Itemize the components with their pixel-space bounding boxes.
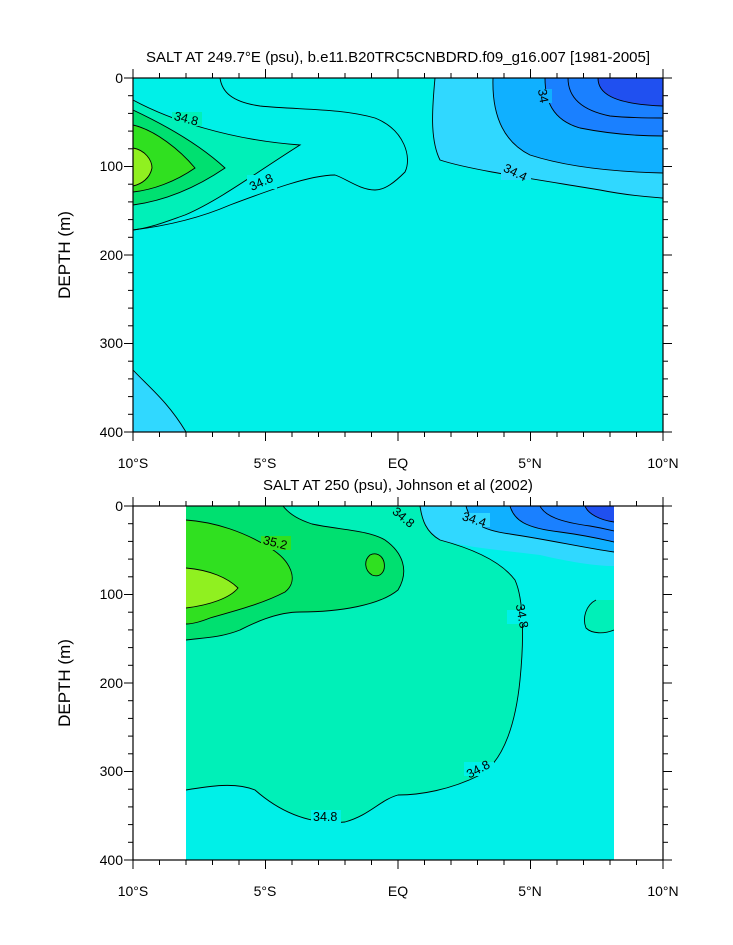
x-tick-label: 10°N [647, 883, 678, 899]
contour-line [509, 506, 614, 543]
y-tick-label: 100 [100, 158, 124, 174]
x-tick-label: 5°S [254, 455, 277, 471]
contour-label: 34.8 [313, 810, 337, 824]
fill-35.4-35.6-sw [133, 148, 152, 186]
contour-line [186, 567, 239, 609]
x-tick-label: 5°N [518, 883, 542, 899]
contour-label: 34.8 [513, 603, 531, 629]
panel-2-contour-labels: 34.8 34.4 35.2 34.8 34.8 34.8 [261, 504, 537, 824]
contour-line [597, 78, 663, 107]
y-tick-label: 0 [115, 498, 123, 514]
panel-2-x-ticks [132, 497, 664, 869]
panel-1-x-ticks [132, 69, 664, 441]
contour-line [133, 78, 408, 231]
contour-line [539, 506, 614, 532]
panel-1-title: SALT AT 249.7°E (psu), b.e11.B20TRC5CNBD… [146, 49, 650, 66]
fill-35.4-35.6 [186, 568, 238, 608]
contour-label: 35.2 [262, 533, 289, 552]
y-tick-label: 200 [100, 247, 124, 263]
panel-2-contour-lines [186, 506, 614, 823]
contour-line [133, 147, 153, 187]
fill-34.8-35.0-pocket [584, 600, 614, 633]
x-tick-label: EQ [388, 883, 408, 899]
fill-lt-34-ne [585, 506, 614, 522]
panel-2-ylabel: DEPTH (m) [55, 639, 74, 727]
y-tick-label: 300 [100, 763, 124, 779]
panel-1-ylabel: DEPTH (m) [55, 211, 74, 299]
panel-1-x-tick-labels: 10°S 5°S EQ 5°N 10°N [118, 455, 679, 471]
y-tick-label: 300 [100, 335, 124, 351]
panel-2-contour-fills [186, 506, 614, 860]
panel-1-y-ticks [124, 77, 672, 433]
contour-line [186, 506, 405, 641]
fill-35.2-35.4-blob [365, 553, 385, 576]
panel-1-contour-labels: 34.8 34.8 34 34.4 [172, 88, 552, 194]
x-tick-label: EQ [388, 455, 408, 471]
y-tick-label: 200 [100, 675, 124, 691]
x-tick-label: 10°S [118, 455, 149, 471]
fill-34.0-34.2-ne [510, 506, 614, 542]
x-tick-label: 10°S [118, 883, 149, 899]
contour-line [133, 369, 187, 432]
fill-lt-34-ne [598, 78, 663, 106]
panel-1-y-tick-labels: 0 100 200 300 400 [100, 70, 124, 440]
contour-line [492, 78, 663, 174]
x-tick-label: 10°N [647, 455, 678, 471]
y-tick-label: 400 [100, 424, 124, 440]
panel-1: SALT AT 249.7°E (psu), b.e11.B20TRC5CNBD… [55, 49, 679, 471]
contour-line [567, 78, 663, 119]
y-tick-label: 100 [100, 586, 124, 602]
x-tick-label: 5°S [254, 883, 277, 899]
contour-line [365, 553, 385, 577]
contour-line [133, 109, 226, 206]
contour-label: 34 [535, 88, 551, 104]
panel-2-y-ticks [124, 505, 672, 861]
fill-34.4-34.6-lower-left [133, 370, 186, 432]
panel-2: SALT AT 250 (psu), Johnson et al (2002) [55, 477, 679, 899]
x-tick-label: 5°N [518, 455, 542, 471]
y-tick-label: 0 [115, 70, 123, 86]
panel-2-y-tick-labels: 0 100 200 300 400 [100, 498, 124, 868]
contour-line [186, 519, 293, 625]
contour-line [584, 599, 614, 634]
y-tick-label: 400 [100, 852, 124, 868]
panel-2-x-tick-labels: 10°S 5°S EQ 5°N 10°N [118, 883, 679, 899]
panel-1-contour-lines [133, 78, 663, 432]
contour-label: 34.8 [173, 109, 200, 128]
contour-line [432, 78, 663, 199]
panel-1-contour-fills [133, 78, 663, 432]
panel-2-title: SALT AT 250 (psu), Johnson et al (2002) [263, 477, 533, 494]
contour-line [584, 506, 614, 523]
contour-line [133, 124, 196, 193]
